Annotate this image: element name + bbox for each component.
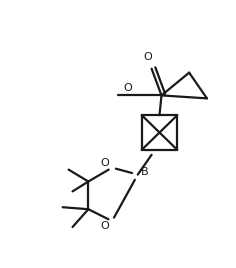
Text: O: O bbox=[101, 221, 110, 231]
Text: O: O bbox=[123, 83, 132, 94]
Text: O: O bbox=[101, 158, 110, 168]
Text: O: O bbox=[143, 52, 152, 62]
Text: B: B bbox=[141, 167, 148, 177]
